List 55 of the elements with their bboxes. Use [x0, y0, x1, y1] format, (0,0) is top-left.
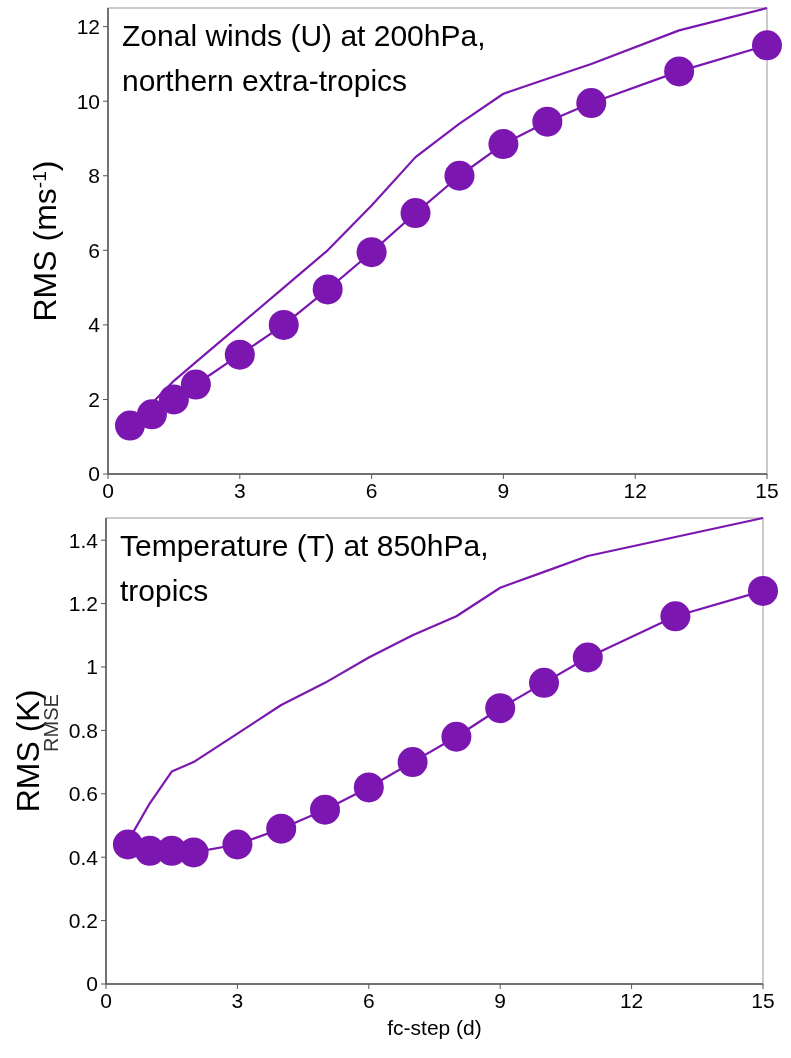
x-tick-label: 3 — [233, 479, 246, 502]
point — [310, 794, 340, 825]
point — [268, 309, 299, 340]
y-tick-label: 8 — [88, 164, 100, 188]
point — [752, 30, 782, 61]
point — [114, 410, 145, 441]
point — [224, 339, 255, 370]
point — [529, 667, 559, 698]
x-axis-title: fc-step (d) — [387, 1016, 482, 1039]
x-tick-label: 12 — [623, 479, 647, 502]
text: Zonal winds (U) at 200hPa, northern extra-tropics — [122, 19, 486, 97]
point — [748, 575, 778, 606]
y-tick-label: 0 — [86, 972, 98, 996]
point — [572, 642, 603, 673]
point — [353, 772, 384, 803]
point — [266, 813, 297, 844]
x-tick-label: 9 — [494, 989, 507, 1012]
point — [136, 399, 167, 430]
point — [576, 88, 607, 119]
x-tick-label: 15 — [755, 479, 779, 502]
point — [664, 56, 695, 87]
y-tick-label: 6 — [88, 238, 100, 262]
x-tick-label: 3 — [231, 989, 244, 1012]
y-tick-label: 1 — [86, 655, 98, 679]
y-tick-label: 4 — [88, 313, 101, 337]
y-tick-label: 0.2 — [68, 908, 98, 932]
x-tick-label: 0 — [102, 479, 114, 502]
x-tick-label: 6 — [362, 989, 375, 1012]
point — [532, 106, 563, 137]
y-tick-label: 12 — [76, 14, 100, 38]
point — [312, 274, 343, 305]
y-tick-label: 2 — [88, 387, 100, 411]
x-tick-label: 12 — [619, 989, 644, 1012]
x-tick-label: 6 — [365, 479, 378, 502]
point — [180, 369, 211, 400]
y-tick-label: 0.8 — [68, 718, 98, 742]
y-tick-label: 10 — [76, 89, 100, 113]
y-tick-label: 0.6 — [68, 782, 98, 806]
point — [158, 384, 189, 415]
point — [356, 237, 387, 268]
y-tick-label: 1.2 — [68, 591, 98, 615]
x-tick-label: 9 — [497, 479, 510, 502]
point — [444, 160, 475, 191]
y-tick-label: 0 — [88, 462, 100, 486]
point — [660, 601, 691, 632]
y-tick-label: 0.4 — [68, 845, 99, 869]
point — [441, 721, 472, 752]
point — [488, 129, 519, 160]
point — [400, 198, 431, 229]
point — [397, 747, 428, 778]
text: Temperature (T) at 850hPa, tropics — [120, 529, 489, 607]
x-tick-label: 15 — [751, 989, 775, 1012]
y-tick-label: 1.4 — [68, 528, 99, 552]
point — [485, 693, 516, 724]
point — [222, 829, 253, 860]
